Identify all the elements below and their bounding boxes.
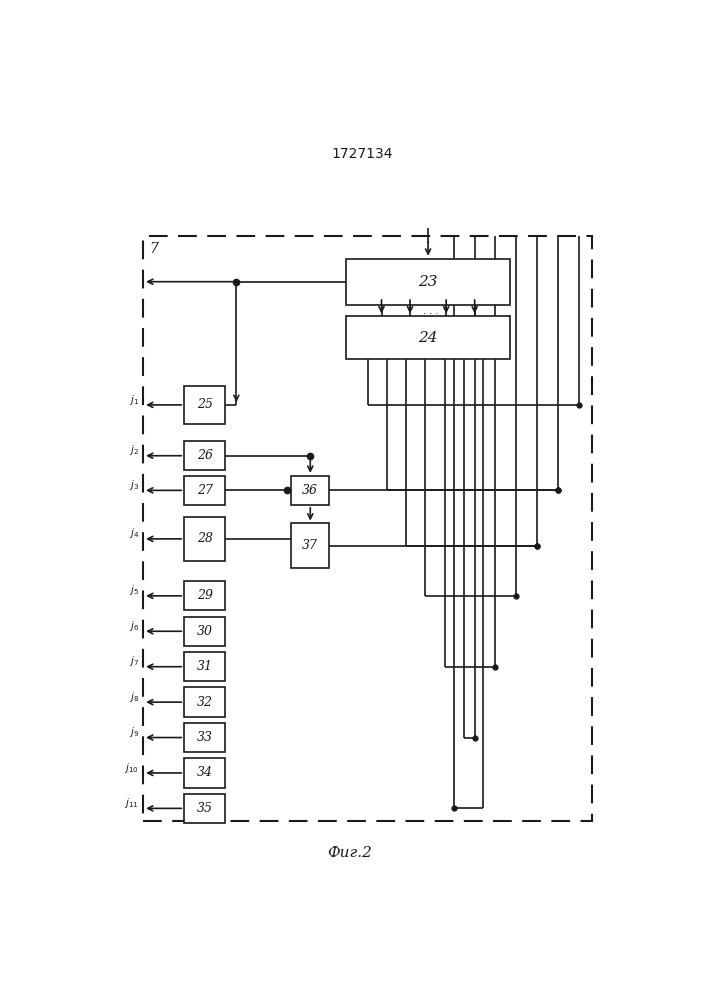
Text: $j_8$: $j_8$ <box>129 690 139 704</box>
Text: 25: 25 <box>197 398 213 411</box>
Bar <box>185 687 226 717</box>
Text: 24: 24 <box>419 331 438 345</box>
Bar <box>144 235 592 821</box>
Text: $j_1$: $j_1$ <box>129 393 139 407</box>
Text: 7: 7 <box>150 242 158 256</box>
Bar <box>185 517 226 561</box>
Text: $j_2$: $j_2$ <box>129 443 139 457</box>
Text: 31: 31 <box>197 660 213 673</box>
Text: 32: 32 <box>197 696 213 709</box>
Bar <box>185 723 226 752</box>
Bar <box>291 476 329 505</box>
Text: $j_4$: $j_4$ <box>129 526 139 540</box>
Text: $j_6$: $j_6$ <box>129 619 139 633</box>
Bar <box>185 652 226 681</box>
Bar <box>291 523 329 568</box>
Text: Фиг.2: Фиг.2 <box>327 846 372 860</box>
Text: . . .: . . . <box>423 306 438 316</box>
Bar <box>185 476 226 505</box>
Bar <box>185 794 226 823</box>
Text: $j_5$: $j_5$ <box>129 583 139 597</box>
Text: $j_{10}$: $j_{10}$ <box>124 761 139 775</box>
Text: 35: 35 <box>197 802 213 815</box>
Text: $j_7$: $j_7$ <box>129 654 139 668</box>
Bar <box>185 617 226 646</box>
Text: 29: 29 <box>197 589 213 602</box>
Text: 28: 28 <box>197 532 213 545</box>
Text: 23: 23 <box>419 275 438 289</box>
Bar <box>185 386 226 424</box>
Bar <box>185 441 226 470</box>
Text: $j_3$: $j_3$ <box>129 478 139 492</box>
Text: 26: 26 <box>197 449 213 462</box>
Text: 1727134: 1727134 <box>332 147 393 161</box>
Bar <box>185 758 226 788</box>
Text: $j_{11}$: $j_{11}$ <box>124 796 139 810</box>
Bar <box>346 259 510 305</box>
Text: 30: 30 <box>197 625 213 638</box>
Text: 37: 37 <box>303 539 318 552</box>
Text: 33: 33 <box>197 731 213 744</box>
Text: 27: 27 <box>197 484 213 497</box>
Text: $j_9$: $j_9$ <box>129 725 139 739</box>
Bar <box>346 316 510 359</box>
Bar <box>185 581 226 610</box>
Text: 36: 36 <box>303 484 318 497</box>
Text: 34: 34 <box>197 766 213 779</box>
